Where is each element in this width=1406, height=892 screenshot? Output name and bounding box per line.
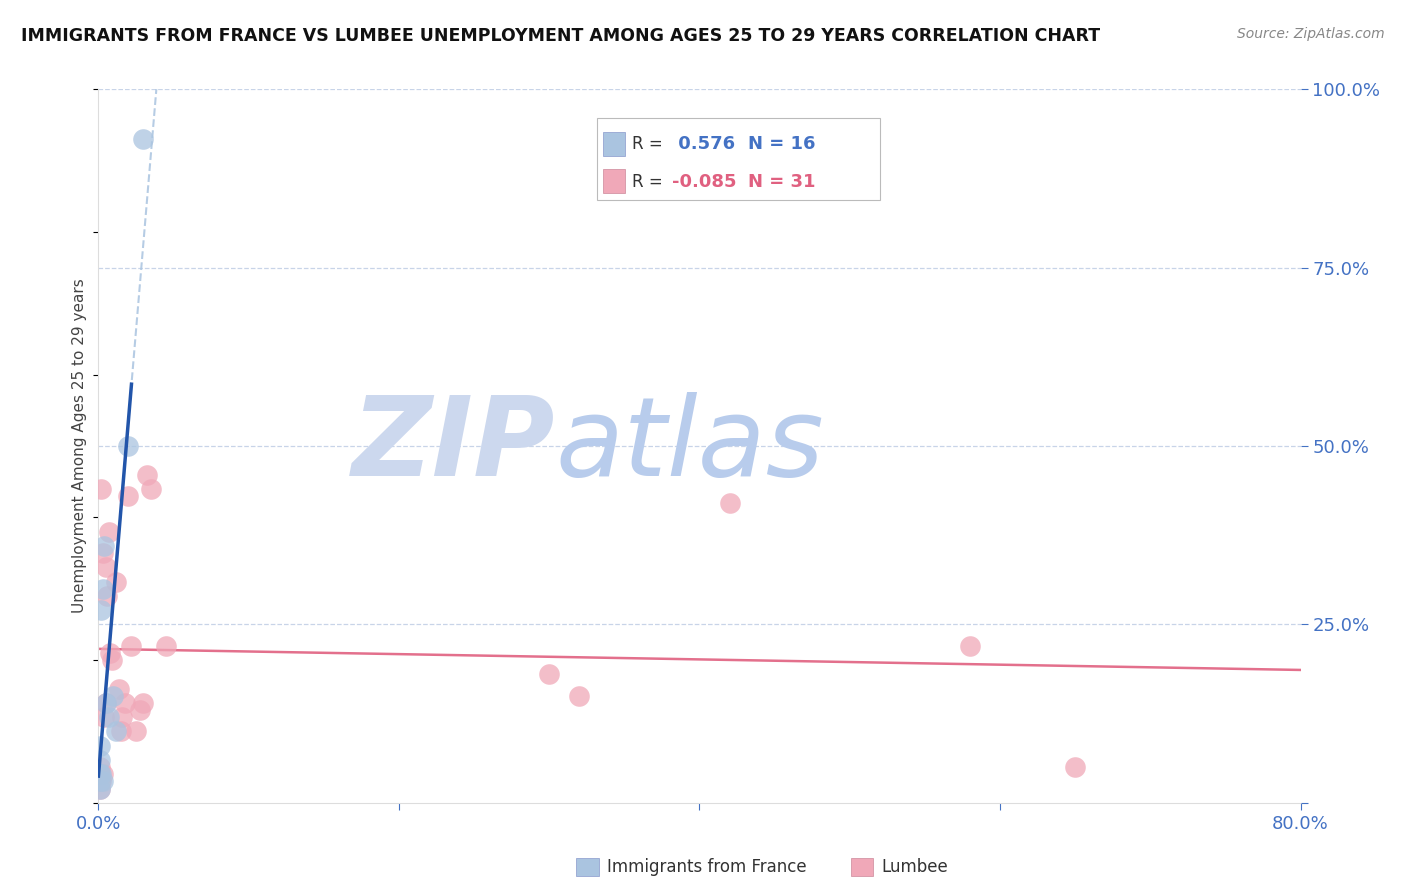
Point xyxy=(139,482,162,496)
Point xyxy=(108,681,131,696)
Point xyxy=(91,582,114,596)
Point xyxy=(91,546,114,560)
Point xyxy=(91,774,114,789)
Point xyxy=(568,689,591,703)
Text: -0.085: -0.085 xyxy=(672,173,737,191)
Point xyxy=(93,710,115,724)
Point xyxy=(96,589,118,603)
Point xyxy=(129,703,152,717)
Point xyxy=(538,667,561,681)
Point xyxy=(97,524,120,539)
Point xyxy=(90,603,112,617)
Point xyxy=(103,689,125,703)
Text: Lumbee: Lumbee xyxy=(882,858,948,876)
Point xyxy=(100,646,122,660)
Point xyxy=(105,574,128,589)
Point xyxy=(132,696,155,710)
Text: Source: ZipAtlas.com: Source: ZipAtlas.com xyxy=(1237,27,1385,41)
Point xyxy=(89,774,111,789)
Point xyxy=(89,767,111,781)
Text: atlas: atlas xyxy=(555,392,824,500)
Point xyxy=(90,482,112,496)
Text: IMMIGRANTS FROM FRANCE VS LUMBEE UNEMPLOYMENT AMONG AGES 25 TO 29 YEARS CORRELAT: IMMIGRANTS FROM FRANCE VS LUMBEE UNEMPLO… xyxy=(21,27,1101,45)
Point xyxy=(114,696,136,710)
Point xyxy=(97,710,120,724)
Point xyxy=(90,767,112,781)
Point xyxy=(90,774,112,789)
Point xyxy=(101,653,124,667)
Point xyxy=(110,724,132,739)
Text: N = 31: N = 31 xyxy=(748,173,815,191)
Point xyxy=(718,496,741,510)
Point xyxy=(89,781,111,796)
Point xyxy=(93,539,115,553)
Point xyxy=(91,767,114,781)
Text: R =: R = xyxy=(633,173,668,191)
Point xyxy=(117,439,139,453)
Point xyxy=(89,781,111,796)
Point xyxy=(89,753,111,767)
Point xyxy=(155,639,177,653)
Point xyxy=(111,710,134,724)
Text: Immigrants from France: Immigrants from France xyxy=(607,858,807,876)
Point xyxy=(959,639,981,653)
Point xyxy=(135,467,157,482)
Point xyxy=(125,724,148,739)
Point xyxy=(94,696,117,710)
Text: 0.576: 0.576 xyxy=(672,135,735,153)
Point xyxy=(94,560,117,574)
Point xyxy=(121,639,143,653)
Point xyxy=(117,489,139,503)
Y-axis label: Unemployment Among Ages 25 to 29 years: Unemployment Among Ages 25 to 29 years xyxy=(72,278,87,614)
Point xyxy=(1064,760,1087,774)
Text: ZIP: ZIP xyxy=(352,392,555,500)
Text: R =: R = xyxy=(633,135,668,153)
Point xyxy=(89,760,111,774)
Point xyxy=(94,696,117,710)
Text: N = 16: N = 16 xyxy=(748,135,815,153)
Point xyxy=(89,739,111,753)
Point xyxy=(132,132,155,146)
Point xyxy=(105,724,128,739)
